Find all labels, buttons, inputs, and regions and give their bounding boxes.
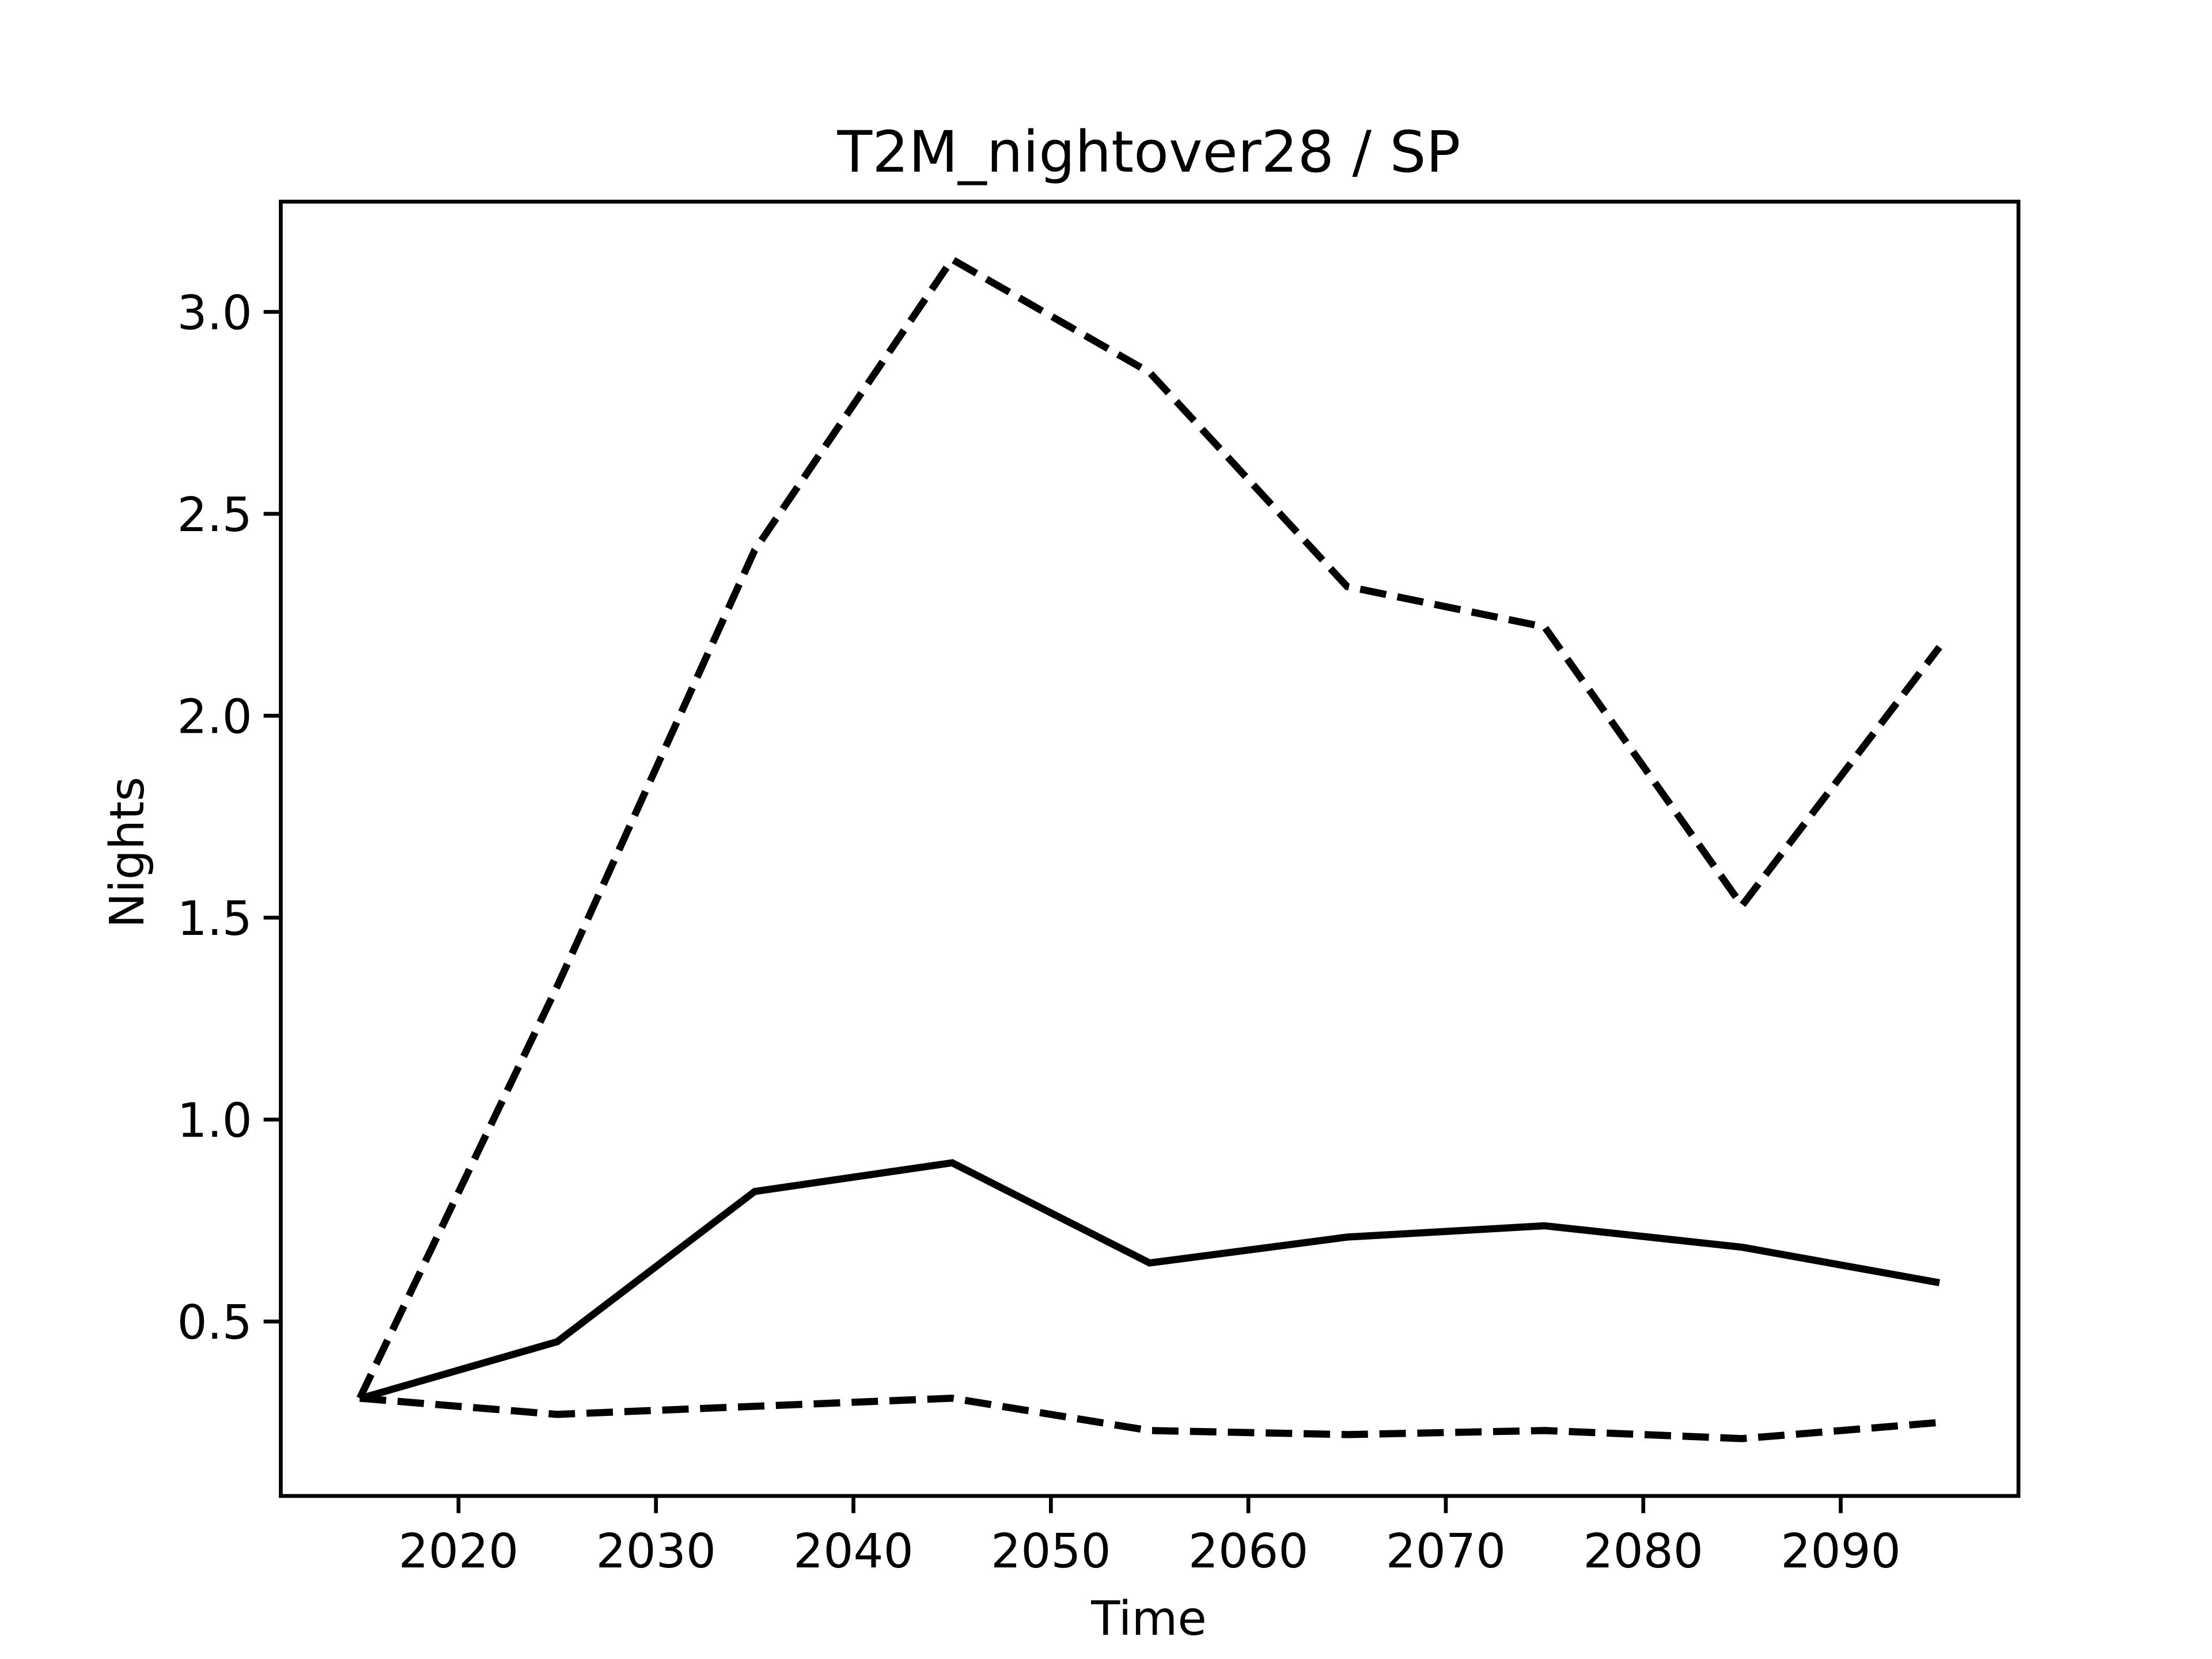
x-axis-label: Time (1090, 1592, 1206, 1646)
y-tick-label: 1.5 (177, 892, 252, 946)
y-axis-label: Nights (100, 777, 155, 928)
series-line (359, 1395, 1940, 1442)
x-tick-label: 2080 (1583, 1524, 1703, 1579)
x-tick-label: 2030 (596, 1524, 716, 1579)
chart-title: T2M_nightover28 / SP (837, 119, 1461, 185)
y-tick-label: 2.5 (177, 488, 252, 543)
x-tick-label: 2090 (1781, 1524, 1900, 1579)
x-tick-label: 2070 (1386, 1524, 1506, 1579)
x-tick-label: 2060 (1188, 1524, 1309, 1579)
y-tick-label: 2.0 (177, 690, 252, 744)
plot-frame (279, 199, 2021, 1498)
y-tick-label: 3.0 (177, 286, 252, 340)
series-line (356, 255, 1942, 1400)
y-tick-label: 1.0 (177, 1093, 252, 1148)
x-tick-label: 2050 (991, 1524, 1111, 1579)
y-tick-label: 0.5 (177, 1296, 252, 1350)
series-line (358, 1159, 1940, 1402)
x-tick-label: 2020 (399, 1524, 519, 1579)
x-tick-label: 2040 (793, 1524, 914, 1579)
